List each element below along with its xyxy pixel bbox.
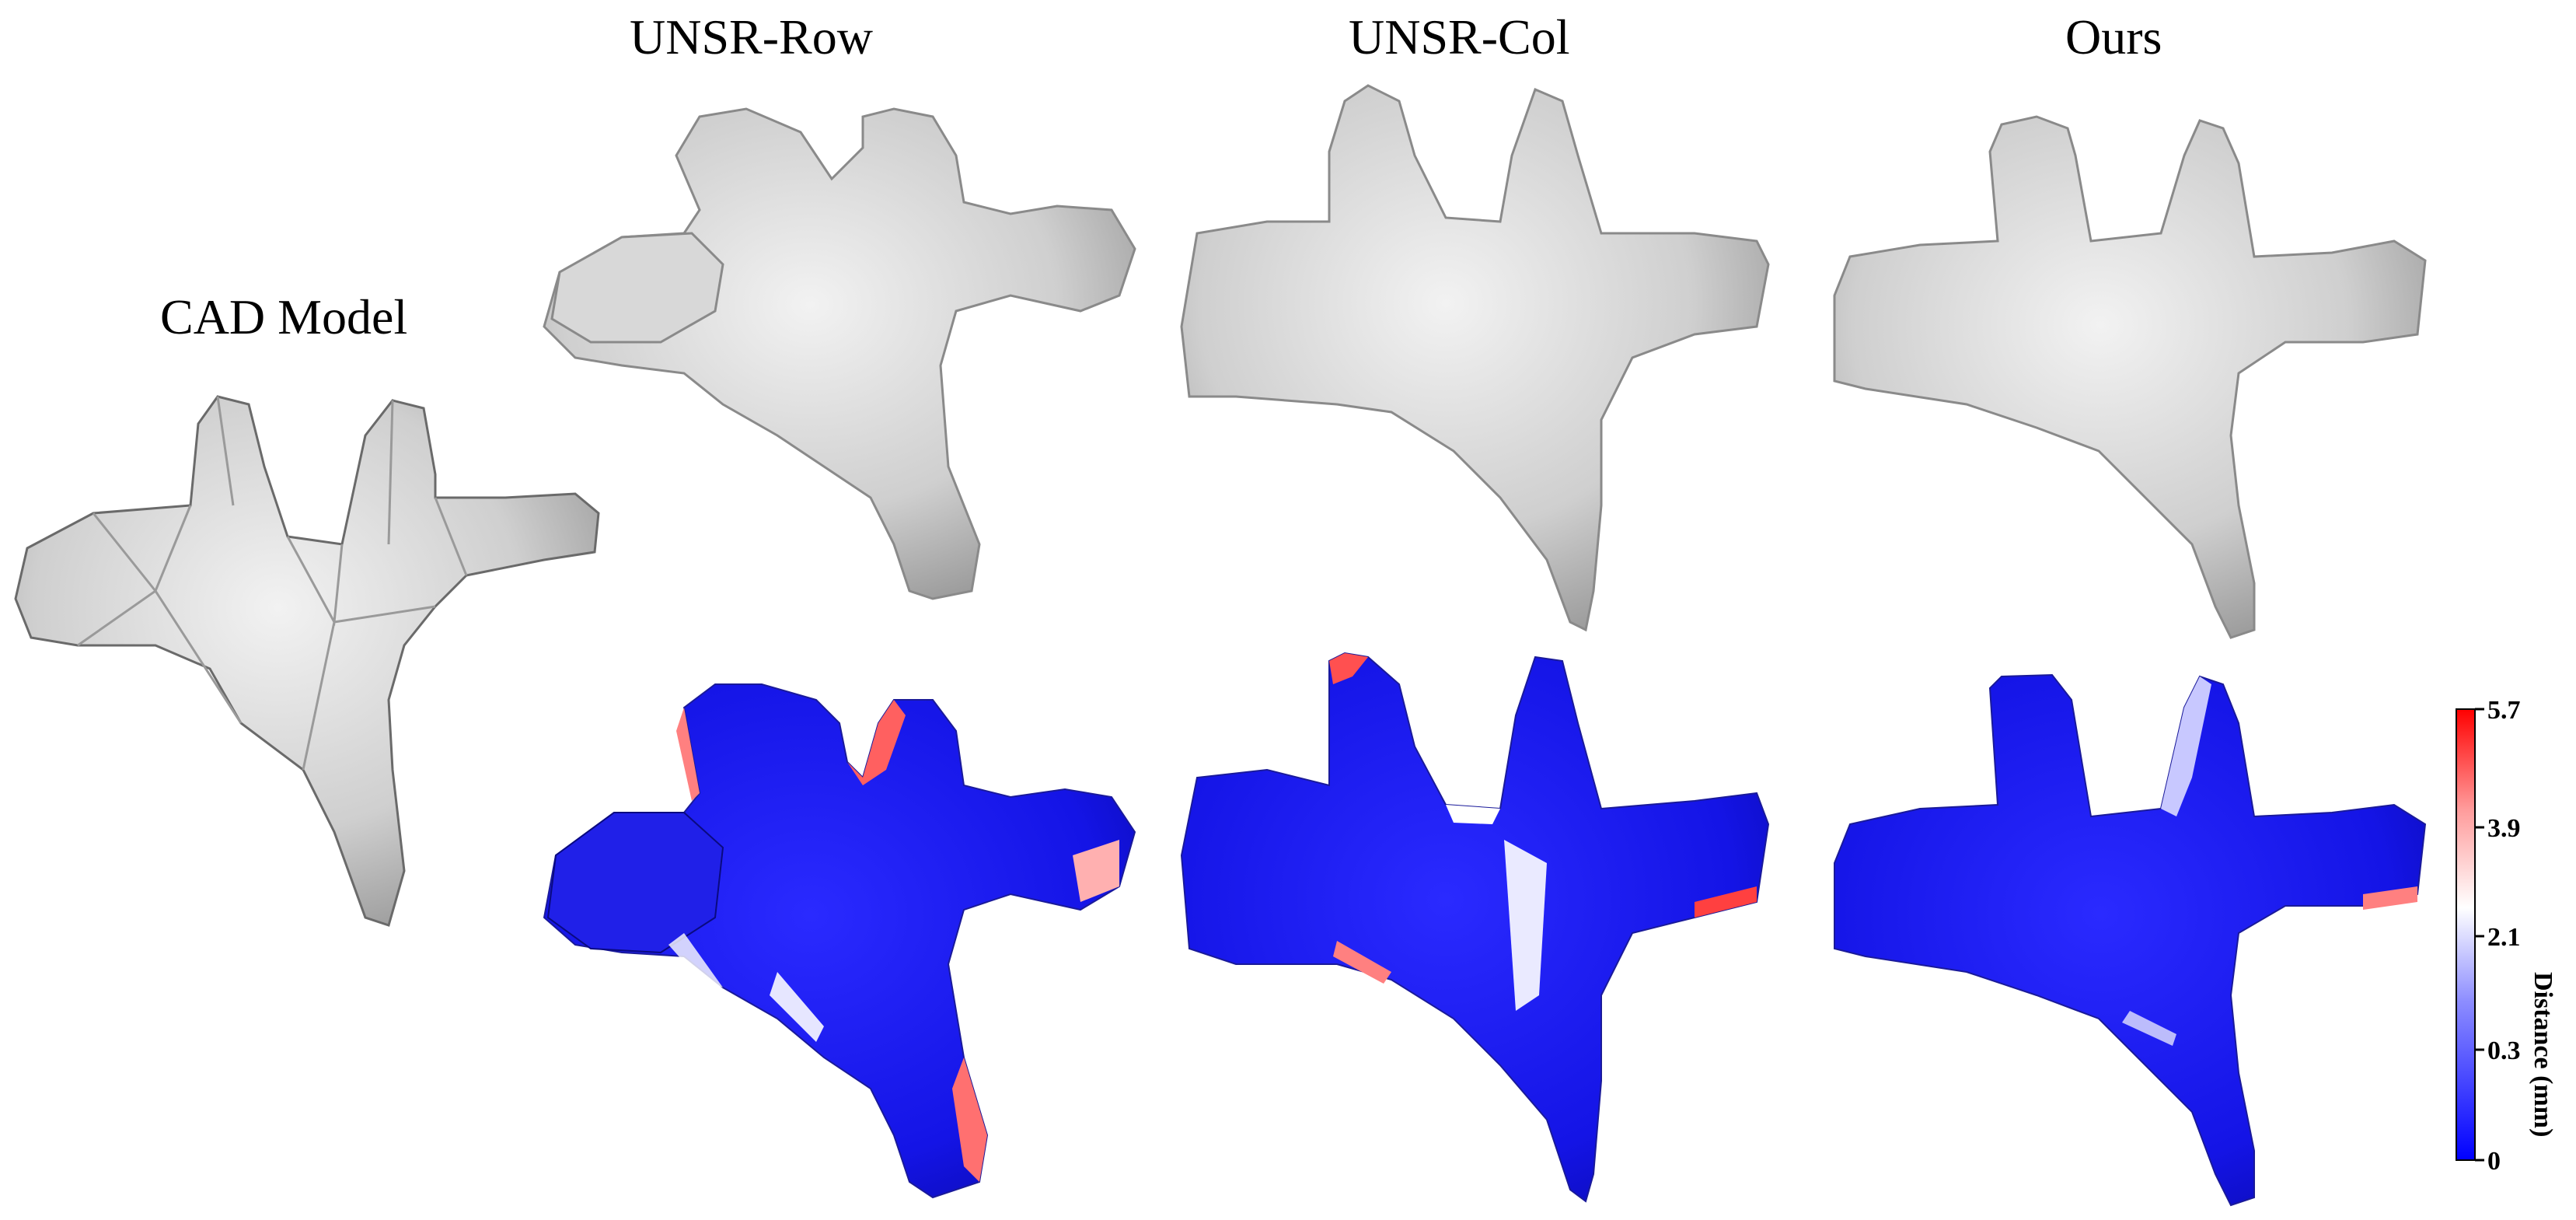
colorbar-label-0: 0 [2487, 1147, 2501, 1176]
ours-error-map [1834, 673, 2427, 1207]
unsr-col-error-map [1180, 652, 1770, 1203]
colorbar-label-5-7: 5.7 [2487, 696, 2521, 725]
unsr-col-label: UNSR-Col [1349, 9, 1570, 65]
colorbar-label-2-1: 2.1 [2487, 923, 2521, 952]
ours-mesh [1833, 115, 2427, 639]
unsr-col-mesh [1180, 84, 1770, 632]
colorbar-label-3-9: 3.9 [2487, 814, 2521, 843]
cad-model-label: CAD Model [160, 289, 408, 344]
colorbar-gradient [2456, 708, 2476, 1161]
unsr-row-mesh [543, 107, 1136, 600]
colorbar [2456, 708, 2484, 1162]
cad-model-mesh [14, 395, 600, 927]
unsr-row-label: UNSR-Row [630, 9, 873, 65]
unsr-row-error-map [543, 683, 1136, 1199]
colorbar-title: Distance (mm) [2529, 972, 2557, 1138]
ours-label: Ours [2065, 9, 2162, 65]
colorbar-label-0-3: 0.3 [2487, 1036, 2521, 1065]
